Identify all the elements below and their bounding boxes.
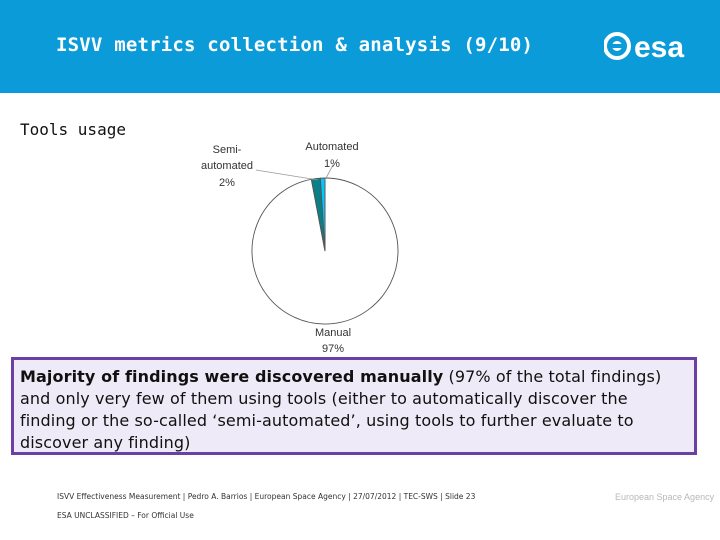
- section-title: Tools usage: [20, 120, 126, 139]
- callout-text: (97% of the total findings) and only ver…: [20, 367, 662, 452]
- callout-bold-text: Majority of findings were discovered man…: [20, 367, 444, 386]
- pie-slice-automated: [319, 177, 326, 252]
- leader-line-semi: [255, 169, 319, 181]
- label-semi-value: 2%: [219, 177, 235, 189]
- label-semi-line2: automated: [201, 160, 253, 172]
- label-automated-value: 1%: [324, 158, 340, 170]
- footer-info: ISVV Effectiveness Measurement | Pedro A…: [57, 492, 476, 501]
- leader-line-automated: [324, 164, 334, 181]
- footer-brand: European Space Agency: [615, 492, 715, 502]
- label-manual-value: 97%: [322, 343, 344, 355]
- label-semi-line1: Semi-: [213, 144, 242, 156]
- pie-slices: [251, 177, 399, 325]
- slide-title: ISVV metrics collection & analysis (9/10…: [56, 34, 534, 56]
- footer-classification: ESA UNCLASSIFIED – For Official Use: [57, 511, 194, 520]
- slide-header: ISVV metrics collection & analysis (9/10…: [0, 0, 720, 93]
- label-automated: Automated: [305, 141, 358, 153]
- key-finding-callout: Majority of findings were discovered man…: [11, 357, 697, 455]
- label-manual: Manual: [315, 327, 351, 339]
- esa-logo: esa: [604, 31, 684, 64]
- pie-chart: Automated 1% Semi- automated 2% Manual 9…: [201, 141, 399, 355]
- esa-logo-text: esa: [634, 31, 684, 64]
